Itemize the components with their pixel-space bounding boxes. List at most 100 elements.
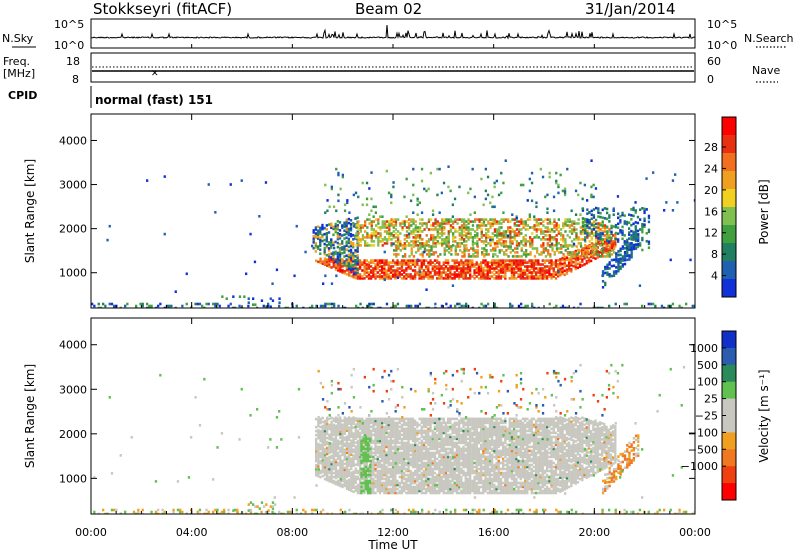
scatter-cell <box>356 429 360 433</box>
scatter-cell <box>540 218 543 221</box>
scatter-cell <box>561 270 564 274</box>
scatter-cell <box>352 458 355 461</box>
scatter-cell <box>577 249 581 252</box>
scatter-cell <box>548 238 552 241</box>
scatter-cell <box>541 267 544 270</box>
scatter-cell <box>315 439 318 443</box>
scatter-cell <box>387 433 390 437</box>
scatter-cell <box>315 304 318 308</box>
scatter-cell <box>348 430 351 433</box>
scatter-cell <box>420 433 423 437</box>
scatter-cell <box>315 429 318 433</box>
scatter-cell <box>407 259 410 262</box>
scatter-cell <box>632 235 635 239</box>
scatter-cell <box>522 220 525 223</box>
scatter-cell <box>339 446 342 450</box>
scatter-cell <box>570 209 573 213</box>
scatter-cell <box>381 485 384 489</box>
scatter-cell <box>316 247 320 250</box>
scatter-cell <box>535 218 538 221</box>
scatter-cell <box>334 420 338 424</box>
scatter-cell <box>321 416 324 420</box>
scatter-cell <box>588 226 591 230</box>
scatter-cell <box>397 234 400 237</box>
scatter-cell <box>341 435 344 439</box>
scatter-cell <box>372 271 375 274</box>
scatter-cell <box>376 479 379 483</box>
scatter-cell <box>408 226 411 229</box>
scatter-cell <box>513 218 516 221</box>
scatter-cell <box>647 512 650 514</box>
scatter-cell <box>529 251 532 254</box>
scatter-cell <box>438 232 442 235</box>
scatter-cell <box>590 213 593 217</box>
scatter-cell <box>372 459 375 463</box>
scatter-cell <box>536 247 539 250</box>
scatter-cell <box>418 512 422 514</box>
nsearch-tick-bottom: 10^0 <box>707 39 737 52</box>
scatter-cell <box>381 449 384 453</box>
scatter-cell <box>403 259 406 262</box>
scatter-cell <box>196 510 199 514</box>
scatter-cell <box>520 222 523 225</box>
scatter-cell <box>363 483 366 487</box>
scatter-cell <box>452 244 455 247</box>
scatter-cell <box>321 436 324 440</box>
scatter-cell <box>495 275 498 278</box>
scatter-cell <box>323 443 327 447</box>
scatter-cell <box>392 485 395 489</box>
scatter-cell <box>410 240 413 243</box>
scatter-cell <box>376 457 379 461</box>
scatter-cell <box>594 306 598 308</box>
scatter-cell <box>343 436 346 440</box>
scatter-cell <box>416 425 419 429</box>
scatter-cell <box>397 245 400 248</box>
scatter-cell <box>482 271 485 274</box>
scatter-cell <box>546 222 549 225</box>
scatter-cell <box>249 501 253 504</box>
scatter-cell <box>337 427 340 431</box>
scatter-cell <box>265 503 268 506</box>
scatter-cell <box>394 508 397 512</box>
scatter-cell <box>566 224 569 227</box>
scatter-cell <box>392 441 395 445</box>
scatter-cell <box>500 171 503 175</box>
scatter-cell <box>363 423 366 427</box>
scatter-cell <box>632 512 635 514</box>
scatter-cell <box>390 234 393 237</box>
scatter-cell <box>429 275 432 278</box>
scatter-cell <box>423 245 427 248</box>
scatter-cell <box>548 271 551 274</box>
scatter-cell <box>390 306 393 308</box>
scatter-cell <box>385 273 388 276</box>
scatter-cell <box>590 242 593 245</box>
scatter-cell <box>425 288 428 291</box>
scatter-cell <box>514 247 517 250</box>
scatter-cell <box>612 258 616 262</box>
scatter-cell <box>411 419 415 423</box>
scatter-cell <box>343 432 346 435</box>
scatter-cell <box>341 443 344 447</box>
scatter-cell <box>546 193 549 197</box>
scatter-cell <box>361 451 364 455</box>
scatter-cell <box>427 457 430 461</box>
scatter-cell <box>464 277 467 280</box>
scatter-cell <box>359 467 362 471</box>
scatter-cell <box>623 243 627 246</box>
scatter-cell <box>420 477 423 481</box>
scatter-cell <box>486 175 490 179</box>
scatter-cell <box>477 265 481 268</box>
scatter-cell <box>326 260 329 263</box>
scatter-cell <box>414 471 417 475</box>
scatter-cell <box>630 255 633 259</box>
scatter-cell <box>343 472 346 476</box>
scatter-cell <box>400 437 404 441</box>
scatter-cell <box>425 477 428 481</box>
scatter-cell <box>607 242 610 245</box>
scatter-cell <box>381 277 384 280</box>
scatter-cell <box>399 240 402 243</box>
scatter-cell <box>374 431 377 435</box>
scatter-cell <box>583 238 587 242</box>
scatter-cell <box>334 462 338 466</box>
scatter-cell <box>336 253 339 257</box>
